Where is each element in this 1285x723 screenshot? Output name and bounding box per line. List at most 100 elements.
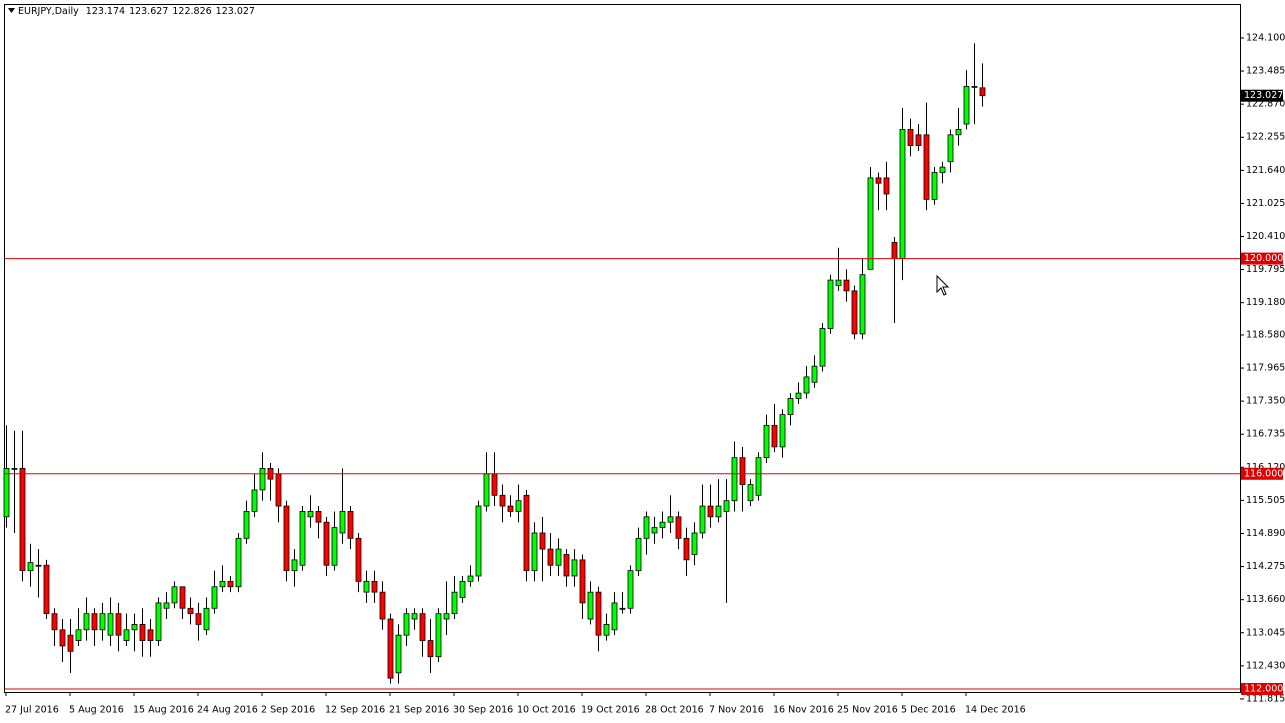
candle-body	[491, 473, 498, 496]
candle-body	[27, 562, 34, 572]
candle-body	[675, 516, 682, 539]
candle-body	[283, 505, 290, 572]
ohlc-close: 123.027	[215, 6, 255, 17]
y-tick-label: 120.410	[1246, 231, 1285, 242]
candle-body	[755, 457, 762, 496]
y-tick-label: 113.045	[1246, 627, 1285, 638]
candle-body	[59, 629, 66, 647]
x-tick-label: 5 Aug 2016	[69, 705, 124, 716]
candle-body	[403, 613, 410, 636]
y-tick-label: 112.430	[1246, 660, 1285, 671]
candle-body	[827, 279, 834, 329]
candle-body	[163, 602, 170, 609]
candle-body	[363, 580, 370, 593]
y-tick-label: 121.640	[1246, 165, 1285, 176]
candle-body	[571, 559, 578, 577]
x-tick-label: 27 Jul 2016	[5, 705, 59, 716]
candle-body	[179, 586, 186, 609]
x-tick-label: 19 Oct 2016	[581, 705, 640, 716]
candle-body	[643, 516, 650, 539]
candle-body	[787, 398, 794, 415]
candle-body	[971, 86, 978, 88]
candle-body	[227, 580, 234, 588]
price-label: 123.027	[1244, 90, 1283, 101]
candle-body	[451, 591, 458, 615]
candle-body	[859, 274, 866, 335]
candle-body	[731, 457, 738, 502]
candle-body	[595, 591, 602, 636]
candle-body	[635, 537, 642, 572]
x-tick-label: 14 Dec 2016	[965, 705, 1026, 716]
candle-body	[155, 602, 162, 641]
candle-body	[955, 129, 962, 136]
x-tick-label: 25 Nov 2016	[837, 705, 898, 716]
price-label-box	[1241, 89, 1283, 102]
y-tick-label: 122.870	[1246, 99, 1285, 110]
y-tick-label: 118.580	[1246, 329, 1285, 340]
candle-body	[419, 613, 426, 641]
candle-body	[835, 279, 842, 286]
candle-body	[315, 511, 322, 523]
candle-body	[307, 511, 314, 518]
candle-body	[99, 613, 106, 631]
candle-body	[395, 634, 402, 674]
candle-body	[131, 624, 138, 631]
y-tick-label: 113.660	[1246, 594, 1285, 605]
candle-body	[515, 500, 522, 512]
candle-body	[563, 554, 570, 577]
candle-body	[739, 457, 746, 485]
candle-body	[547, 548, 554, 566]
candle-body	[891, 242, 898, 259]
candle-body	[603, 624, 610, 636]
x-tick-label: 10 Oct 2016	[517, 705, 576, 716]
x-tick-label: 16 Nov 2016	[773, 705, 834, 716]
candle-body	[107, 613, 114, 636]
candle-body	[235, 537, 242, 588]
candle-body	[35, 564, 42, 567]
candle-body	[579, 559, 586, 604]
candle-body	[259, 467, 266, 491]
x-tick-label: 21 Sep 2016	[389, 705, 449, 716]
candle-body	[947, 134, 954, 163]
candle-body	[483, 473, 490, 507]
candle-body	[771, 424, 778, 448]
y-tick-label: 119.180	[1246, 297, 1285, 308]
candle-body	[331, 527, 338, 566]
y-tick-label: 114.275	[1246, 561, 1285, 572]
candle-body	[411, 613, 418, 620]
candle-body	[147, 629, 154, 641]
candle-body	[683, 537, 690, 561]
level-label-box	[1241, 467, 1283, 480]
candle-body	[387, 618, 394, 679]
candle-body	[219, 580, 226, 588]
candle-body	[139, 624, 146, 641]
candle-body	[11, 467, 18, 470]
candle-body	[475, 505, 482, 577]
candle-body	[347, 511, 354, 539]
candle-body	[323, 521, 330, 566]
y-tick-label: 119.795	[1246, 264, 1285, 275]
candle-body	[707, 505, 714, 518]
mouse-cursor	[936, 274, 950, 296]
y-tick-label: 111.815	[1246, 693, 1285, 704]
level-label: 116.000	[1244, 468, 1283, 479]
x-tick-label: 15 Aug 2016	[133, 705, 194, 716]
candle-body	[203, 607, 210, 631]
candle-body	[795, 392, 802, 399]
candle-body	[811, 365, 818, 383]
candle-body	[899, 129, 906, 259]
candle-body	[19, 467, 26, 572]
candle-body	[779, 414, 786, 448]
candle-body	[539, 532, 546, 550]
x-tick-label: 30 Sep 2016	[453, 705, 513, 716]
candle-body	[91, 613, 98, 631]
candle-body	[915, 134, 922, 146]
candle-body	[875, 177, 882, 184]
candle-body	[299, 511, 306, 566]
candle-body	[923, 134, 930, 200]
candle-body	[803, 376, 810, 394]
x-tick-label: 5 Dec 2016	[901, 705, 956, 716]
chart-header: EURJPY,Daily 123.174 123.627 122.826 123.02…	[8, 6, 259, 17]
candle-body	[867, 177, 874, 270]
